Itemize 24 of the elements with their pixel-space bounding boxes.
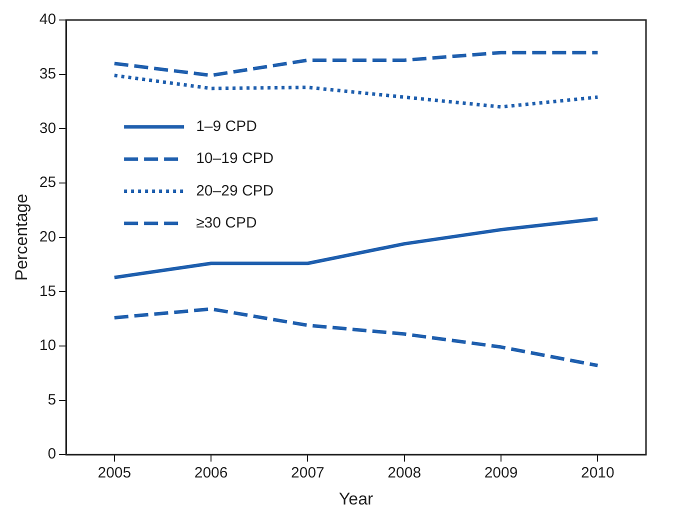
y-tick-label: 40 xyxy=(39,11,56,28)
line-series xyxy=(112,307,600,368)
y-tick-label: 0 xyxy=(48,446,56,463)
x-tick-label: 2010 xyxy=(580,464,614,482)
line-series xyxy=(112,74,600,109)
x-tick-label: 2007 xyxy=(291,464,324,482)
x-tick-label: 2006 xyxy=(194,464,228,482)
y-axis-title: Percentage xyxy=(12,194,31,281)
line-series xyxy=(112,50,600,78)
y-tick-label: 5 xyxy=(48,391,56,408)
y-tick-label: 30 xyxy=(39,120,56,137)
y-tick-label: 35 xyxy=(39,65,56,82)
x-tick-label: 2008 xyxy=(388,464,422,482)
y-tick-label: 25 xyxy=(39,174,56,192)
legend-label: 20–29 CPD xyxy=(196,182,274,200)
legend-label: ≥30 CPD xyxy=(196,214,257,232)
y-tick-label: 15 xyxy=(39,282,56,300)
legend-label: 1–9 CPD xyxy=(196,118,258,136)
y-tick-label: 20 xyxy=(39,228,56,246)
legend-label: 10–19 CPD xyxy=(196,150,274,168)
y-tick-label: 10 xyxy=(39,337,56,354)
x-axis-title: Year xyxy=(338,489,374,508)
x-tick-label: 2005 xyxy=(98,464,132,482)
x-tick-label: 2009 xyxy=(484,464,518,482)
